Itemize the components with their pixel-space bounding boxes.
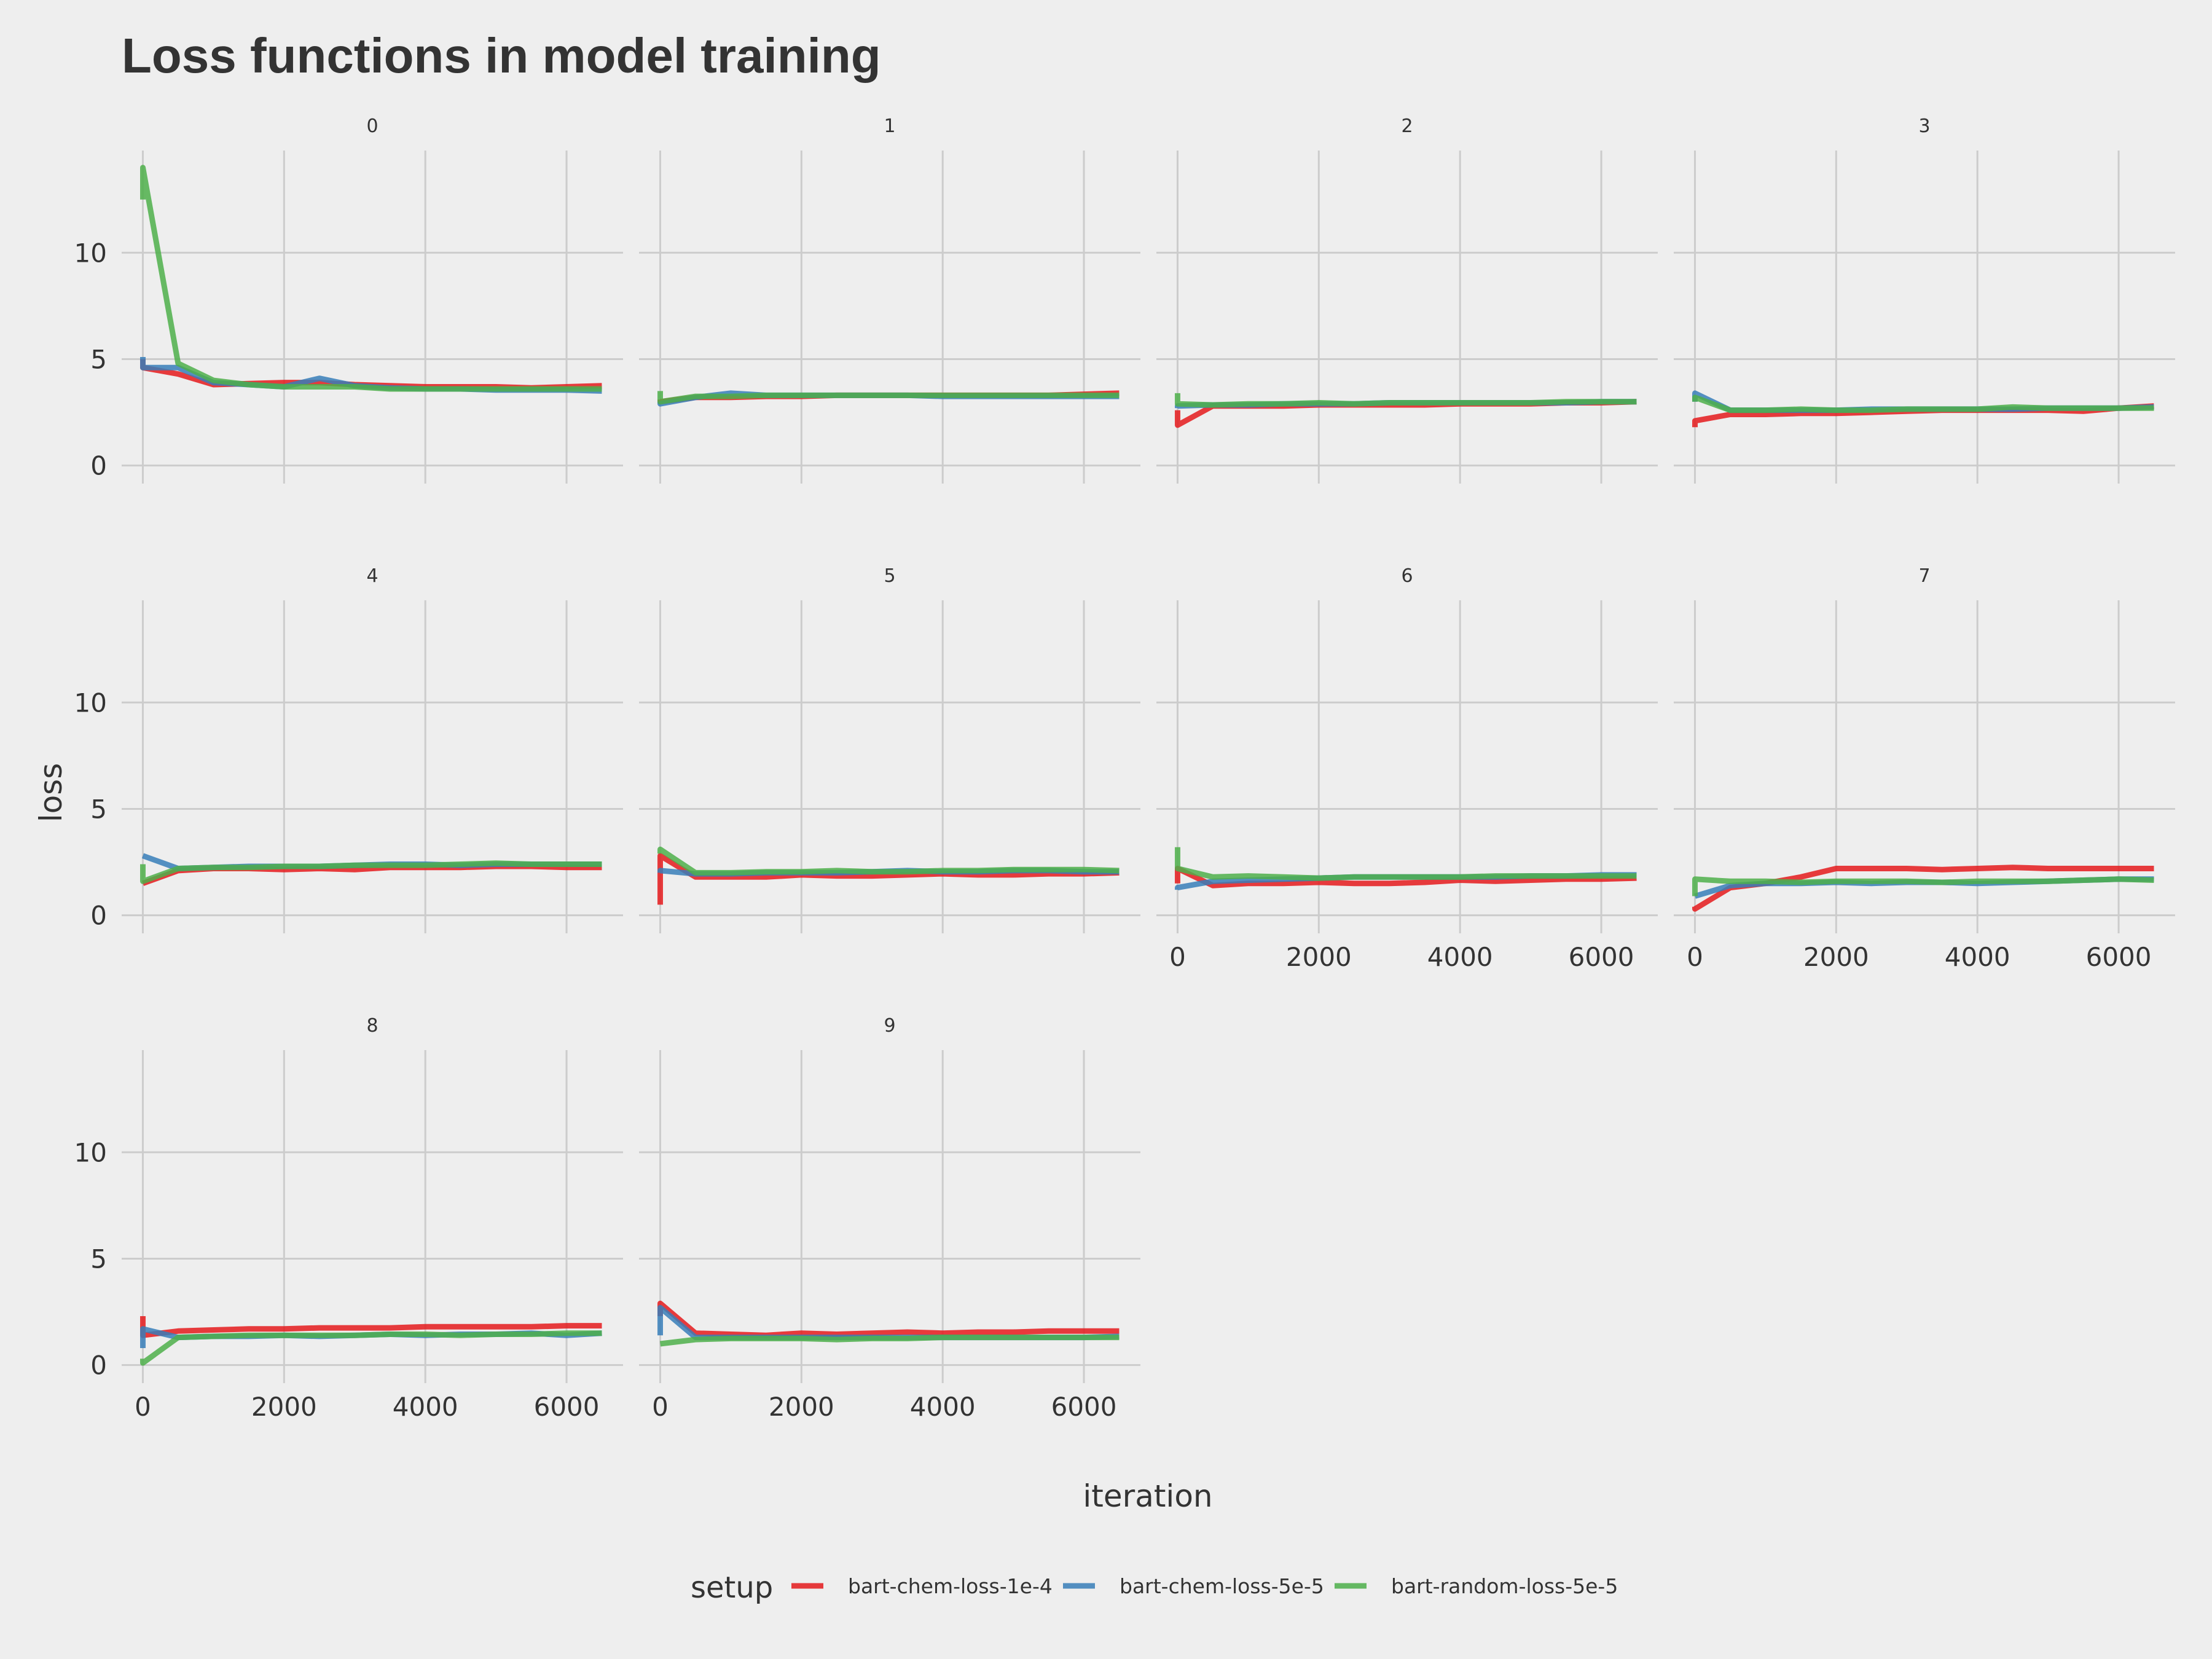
x-tick-label: 0 — [1687, 942, 1703, 972]
facet-panel-3: 3 — [1674, 116, 2175, 484]
y-tick-label: 5 — [90, 344, 107, 374]
series-line-bart-chem-loss-1e-4 — [1692, 865, 2154, 912]
legend-item: bart-chem-loss-5e-5 — [1063, 1574, 1324, 1598]
legend-label: bart-random-loss-5e-5 — [1391, 1574, 1618, 1598]
facet-label: 7 — [1918, 565, 1930, 587]
x-tick-label: 6000 — [1569, 942, 1634, 972]
legend-title: setup — [691, 1571, 773, 1605]
y-tick-label: 5 — [90, 1244, 107, 1274]
series-line-bart-chem-loss-1e-4 — [140, 1316, 602, 1338]
x-tick-label: 0 — [652, 1392, 669, 1422]
x-tick-label: 2000 — [251, 1392, 317, 1422]
series-line-bart-random-loss-5e-5 — [1692, 876, 2154, 896]
legend-item: bart-random-loss-5e-5 — [1335, 1574, 1618, 1598]
series-line-bart-random-loss-5e-5 — [657, 391, 1120, 405]
x-tick-label: 0 — [1169, 942, 1186, 972]
facet-panel-4: 4 0 5 10 — [74, 565, 623, 933]
series-line-bart-random-loss-5e-5 — [140, 165, 602, 392]
y-tick-label: 0 — [90, 1351, 107, 1381]
facet-panel-0: 0 0 5 10 — [74, 116, 623, 484]
y-tick-label: 10 — [74, 238, 107, 268]
legend-label: bart-chem-loss-1e-4 — [848, 1574, 1053, 1598]
y-tick-label: 10 — [74, 688, 107, 718]
x-tick-label: 2000 — [1286, 942, 1352, 972]
series-line-bart-random-loss-5e-5 — [1175, 393, 1637, 408]
x-tick-label: 2000 — [769, 1392, 834, 1422]
facet-label: 1 — [884, 116, 895, 137]
x-tick-label: 4000 — [910, 1392, 976, 1422]
facet-label: 5 — [884, 565, 895, 587]
series-line-bart-chem-loss-1e-4 — [657, 1300, 1120, 1338]
facet-panel-5: 5 — [639, 565, 1140, 933]
facet-panel-6: 6 0 2000 4000 6000 — [1156, 565, 1658, 972]
x-tick-label: 4000 — [393, 1392, 458, 1422]
y-axis-title: loss — [33, 763, 69, 823]
x-tick-label: 4000 — [1427, 942, 1493, 972]
facet-label: 9 — [884, 1015, 895, 1037]
series-line-bart-random-loss-5e-5 — [659, 1335, 1120, 1347]
x-tick-label: 2000 — [1803, 942, 1869, 972]
series-line-bart-chem-loss-1e-4 — [657, 853, 1120, 905]
series-line-bart-random-loss-5e-5 — [657, 846, 1120, 876]
facet-label: 6 — [1401, 565, 1413, 587]
facet-panel-7: 7 0 2000 4000 6000 — [1674, 565, 2175, 972]
facet-panel-8: 8 0 5 10 0 2000 4000 6000 — [74, 1015, 623, 1422]
facet-label: 2 — [1401, 116, 1413, 137]
y-tick-label: 0 — [90, 451, 107, 481]
facet-label: 0 — [366, 116, 378, 137]
chart-title: Loss functions in model training — [122, 28, 881, 83]
legend: setup bart-chem-loss-1e-4 bart-chem-loss-… — [691, 1571, 1618, 1605]
x-tick-label: 4000 — [1945, 942, 2010, 972]
facet-panel-2: 2 — [1156, 116, 1658, 484]
legend-item: bart-chem-loss-1e-4 — [791, 1574, 1053, 1598]
facet-label: 4 — [366, 565, 378, 587]
series-line-bart-random-loss-5e-5 — [1692, 394, 2154, 414]
y-tick-label: 10 — [74, 1137, 107, 1167]
legend-label: bart-chem-loss-5e-5 — [1120, 1574, 1324, 1598]
y-tick-label: 5 — [90, 794, 107, 824]
facet-panel-9: 9 0 2000 4000 6000 — [639, 1015, 1140, 1422]
facet-label: 3 — [1918, 116, 1930, 137]
series-line-bart-random-loss-5e-5 — [1175, 847, 1637, 881]
x-tick-label: 6000 — [2086, 942, 2152, 972]
facet-label: 8 — [366, 1015, 378, 1037]
y-tick-label: 0 — [90, 901, 107, 931]
series-line-bart-chem-loss-1e-4 — [1175, 866, 1637, 888]
x-tick-label: 6000 — [1051, 1392, 1117, 1422]
series-line-bart-random-loss-5e-5 — [140, 1330, 602, 1366]
x-tick-label: 6000 — [534, 1392, 600, 1422]
series-line-bart-random-loss-5e-5 — [140, 860, 602, 884]
x-tick-label: 0 — [135, 1392, 151, 1422]
facet-panel-1: 1 — [639, 116, 1140, 484]
x-axis-title: iteration — [1083, 1478, 1212, 1514]
